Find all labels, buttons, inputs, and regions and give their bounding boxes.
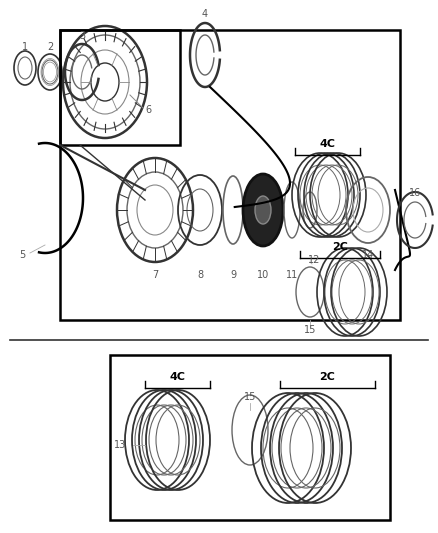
Text: 3: 3 [79, 31, 85, 41]
Text: 2: 2 [47, 42, 53, 52]
Text: 15: 15 [304, 325, 316, 335]
Text: 11: 11 [286, 270, 298, 280]
Text: 16: 16 [409, 188, 421, 198]
Text: 9: 9 [230, 270, 236, 280]
Text: 14: 14 [362, 250, 374, 260]
Text: 4: 4 [202, 9, 208, 19]
Text: 7: 7 [152, 270, 158, 280]
Text: 8: 8 [197, 270, 203, 280]
Text: 15: 15 [244, 392, 256, 402]
Text: 10: 10 [257, 270, 269, 280]
Ellipse shape [243, 174, 283, 246]
Text: 2C: 2C [320, 372, 336, 382]
Text: 4C: 4C [170, 372, 186, 382]
Bar [110, 355, 390, 520]
Text: 12: 12 [308, 255, 320, 265]
Text: 2C: 2C [332, 242, 348, 252]
Text: 13: 13 [114, 440, 126, 450]
Bar [60, 30, 180, 145]
Text: 5: 5 [19, 250, 25, 260]
Bar [60, 30, 400, 320]
Text: 1: 1 [22, 42, 28, 52]
Text: 4C: 4C [319, 139, 336, 149]
Ellipse shape [255, 196, 271, 224]
Text: 6: 6 [145, 105, 151, 115]
